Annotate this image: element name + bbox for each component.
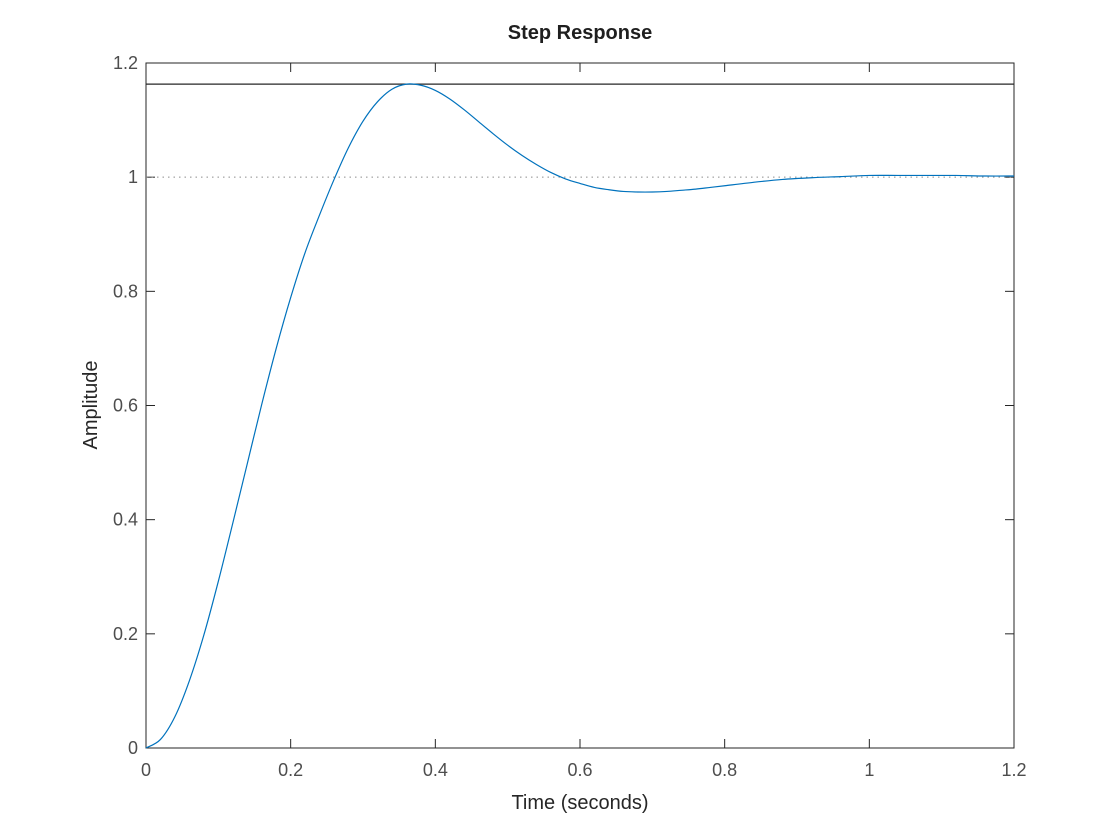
- x-tick-label: 0.8: [712, 760, 737, 780]
- x-axis-label: Time (seconds): [511, 792, 648, 814]
- axes-box: [145, 62, 1015, 749]
- chart-title: Step Response: [508, 22, 652, 44]
- y-tick-label: 0.8: [113, 281, 138, 301]
- y-tick-label: 0.2: [113, 624, 138, 644]
- step-response-line: [145, 83, 1015, 749]
- plot-area: 0 0.2 0.4 0.6 0.8 1 1.2 0 0.2 0.4 0.6 0.8 1 1.2: [113, 53, 1027, 780]
- y-tick-label: 1: [128, 167, 138, 187]
- y-tick-label: 0: [128, 738, 138, 758]
- x-tick-label: 0.2: [278, 760, 303, 780]
- y-axis-label: Amplitude: [80, 361, 102, 450]
- x-tick-label: 1: [864, 760, 874, 780]
- y-tick-label: 1.2: [113, 53, 138, 73]
- x-tick-label: 0.6: [567, 760, 592, 780]
- y-tick-label: 0.6: [113, 396, 138, 416]
- x-tick-label: 1.2: [1001, 760, 1026, 780]
- y-tick-label: 0.4: [113, 510, 138, 530]
- x-tick-label: 0: [141, 760, 151, 780]
- x-tick-label: 0.4: [423, 760, 448, 780]
